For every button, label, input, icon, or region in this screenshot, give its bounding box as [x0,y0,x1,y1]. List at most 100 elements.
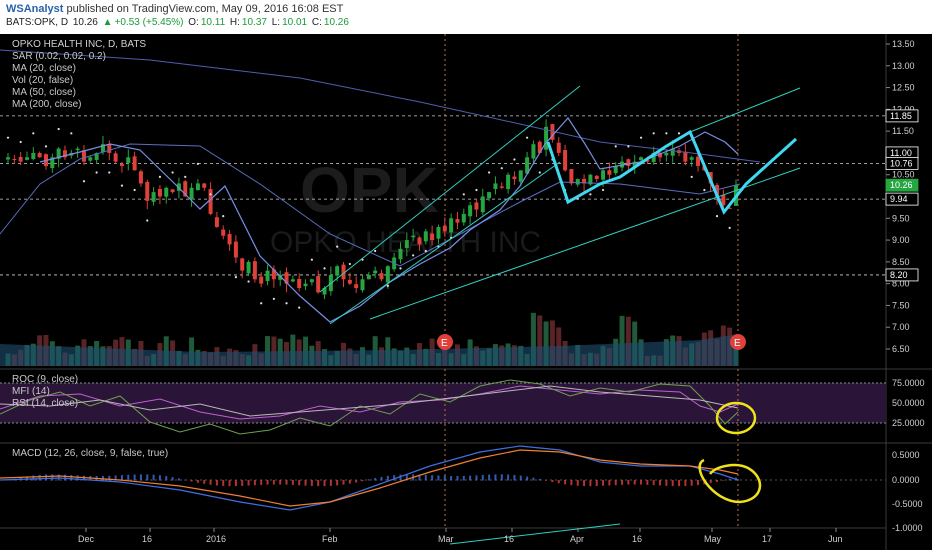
candle-body [506,174,511,190]
macd-histogram-bar [488,474,491,481]
macd-histogram-bar [526,476,529,481]
legend-ma50[interactable]: MA (50, close) [12,87,76,98]
macd-circle-annotation[interactable] [698,458,762,504]
candle-body [531,144,536,159]
price-tick-label: 13.50 [892,39,915,49]
candle-body [626,159,631,166]
price-marker-label: 11.85 [890,111,912,121]
macd-histogram-bar [456,475,459,481]
legend-mfi[interactable]: MFI (14) [12,386,50,397]
macd-tick-label: 0.5000 [892,450,920,460]
earnings-marker[interactable] [437,334,453,350]
candle-body [56,148,61,159]
time-tick-label: 16 [632,534,642,544]
close-label: C: [311,17,322,28]
publish-info: WSAnalyst published on TradingView.com, … [6,3,343,15]
channel-mid-line[interactable] [329,161,561,325]
candle-body [322,288,327,295]
time-axis[interactable]: Dec 16 2016 Feb Mar 16 Apr 16 May 17 Jun [78,528,843,544]
candle-body [715,185,720,197]
candle-body [360,279,365,291]
price-tick-label: 6.50 [892,344,910,354]
sar-dot [348,262,351,266]
candle-body [271,269,276,280]
candle-body [373,270,378,274]
sar-dot [513,158,516,161]
macd-histogram-bar [139,474,142,481]
candle-body [550,124,555,140]
price-chart[interactable]: OPK OPKO HEALTH INC [0,34,932,550]
macd-histogram-bar [120,475,123,481]
macd-histogram-bar [44,474,47,481]
candle-body [696,156,701,166]
sar-dot [196,162,200,165]
macd-histogram-bar [513,474,516,481]
macd-histogram-bar [564,480,567,485]
candle-body [290,279,295,282]
sar-dot [728,226,731,229]
candle-body [512,176,517,180]
macd-histogram-bar [51,474,54,481]
legend-roc[interactable]: ROC (9, close) [12,374,78,385]
candle-body [119,164,124,166]
price-marker-label: 10.26 [890,180,913,190]
candle-body [436,227,441,239]
candle-body [138,171,143,184]
macd-histogram-bar [190,480,193,482]
candle-body [379,273,384,280]
candle-body [721,195,726,206]
macd-axis[interactable]: 0.5000 0.0000 -0.5000 -1.0000 [892,450,923,533]
macd-histogram-bar [177,478,180,481]
rsi-circle-annotation[interactable] [715,401,757,435]
open-value: 10.11 [200,17,226,28]
channel-lower-line[interactable] [369,167,801,320]
sar-dot [6,136,10,139]
candle-body [246,261,251,274]
roc-line [0,379,739,435]
legend-vol[interactable]: Vol (20, false) [12,75,73,86]
legend-ma20[interactable]: MA (20, close) [12,63,76,74]
candle-body [613,166,618,174]
sar-dot [488,171,491,174]
author-link[interactable]: WSAnalyst [6,3,64,15]
macd-histogram-bar [583,480,586,487]
candle-body [537,141,542,153]
candle-body [683,151,688,162]
legend-title[interactable]: OPKO HEALTH INC, D, BATS [12,39,146,50]
price-marker-box [885,268,919,282]
legend-sar[interactable]: SAR (0.02, 0.02, 0.2) [12,51,106,62]
price-tick-label: 7.50 [892,300,910,310]
candle-body [316,276,321,293]
oscillator-axis[interactable]: 75.0000 50.0000 25.0000 [892,378,925,428]
pattern-drawing[interactable] [546,129,798,215]
candle-body [62,150,67,158]
macd-trend-line[interactable] [449,523,621,545]
price-marker-box [885,178,919,192]
channel-upper-line[interactable] [319,85,581,293]
volume-bar [543,321,549,366]
macd-histogram-bar [158,475,161,481]
candle-body [449,218,454,233]
macd-histogram-bar [424,474,427,481]
candle-body [145,181,150,201]
rsi-band [0,383,886,423]
candle-body [417,237,422,245]
candle-body [214,217,219,227]
macd-histogram-bar [196,480,199,483]
sar-dot [412,254,415,257]
candle-body [6,157,10,160]
legend-macd[interactable]: MACD (12, 26, close, 9, false, true) [12,448,168,459]
channel-upper-ext-line[interactable] [689,87,801,133]
macd-histogram-bar [500,474,503,481]
legend-ma200[interactable]: MA (200, close) [12,99,81,110]
volume-bar [619,315,625,366]
legend-rsi[interactable]: RSI (14, close) [12,398,78,409]
chart-area[interactable]: OPK OPKO HEALTH INC [0,34,932,550]
candle-body [493,183,498,190]
earnings-marker[interactable] [730,334,746,350]
candle-body [601,170,606,180]
candle-body [487,192,492,199]
candle-body [151,192,156,202]
price-tick-label: 8.50 [892,257,910,267]
candle-body [461,213,466,223]
